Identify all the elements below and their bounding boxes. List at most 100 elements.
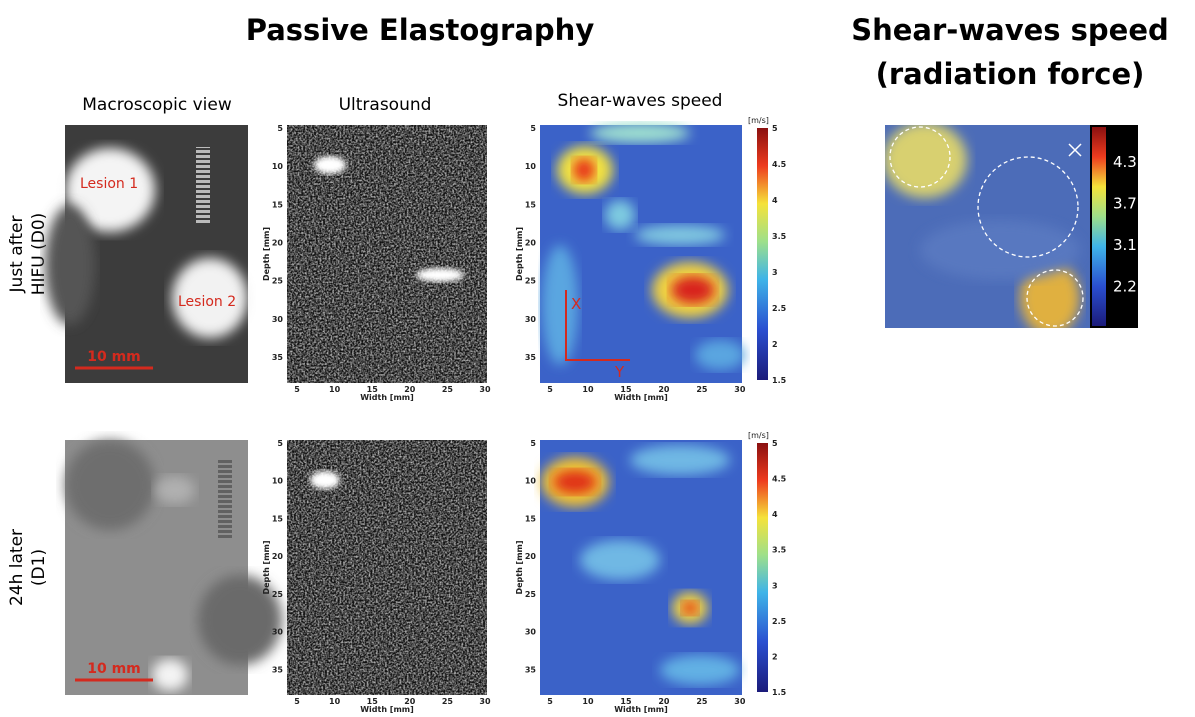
- colorbar-tick: 3: [772, 581, 778, 590]
- right-title: (radiation force): [876, 57, 1145, 91]
- colorbar-tick: 5: [772, 124, 778, 133]
- annotation: X: [571, 295, 581, 313]
- x-tick-label: 5: [547, 385, 553, 394]
- x-tick-label: 10: [329, 385, 341, 394]
- column-header: Shear-waves speed: [558, 91, 723, 111]
- colorbar-tick: 1.5: [772, 688, 787, 697]
- y-axis-label: Depth [mm]: [262, 540, 271, 594]
- colorbar-unit: [m/s]: [748, 431, 769, 440]
- row-label: (D1): [29, 549, 49, 586]
- colorbar: [757, 128, 768, 380]
- x-axis-label: Width [mm]: [360, 393, 414, 402]
- blob: [635, 225, 725, 245]
- y-tick-label: 35: [525, 665, 537, 674]
- y-tick-label: 20: [272, 552, 284, 561]
- colorbar-tick: 3.5: [772, 546, 787, 555]
- figure-title: Passive Elastography: [246, 13, 595, 47]
- blob: [580, 540, 660, 580]
- scale-bar-label: 10 mm: [87, 349, 141, 365]
- colorbar-tick: 4.5: [772, 475, 787, 484]
- blob: [416, 268, 464, 282]
- y-tick-label: 35: [525, 353, 537, 362]
- x-axis-label: Width [mm]: [360, 705, 414, 713]
- annotation: Y: [614, 363, 625, 381]
- blob: [695, 340, 745, 370]
- y-tick-label: 15: [525, 200, 537, 209]
- colorbar-unit: [m/s]: [748, 116, 769, 125]
- colorbar-tick: 3: [772, 268, 778, 277]
- x-tick-label: 15: [620, 697, 632, 706]
- blob: [152, 659, 188, 691]
- x-tick-label: 5: [294, 697, 300, 706]
- y-tick-label: 30: [272, 628, 284, 637]
- x-tick-label: 10: [582, 385, 594, 394]
- blob: [65, 148, 155, 232]
- blob: [885, 125, 967, 198]
- lesion-label: Lesion 1: [80, 176, 138, 192]
- blob: [314, 156, 346, 174]
- colorbar-tick: 2.5: [772, 617, 787, 626]
- colorbar-tick: 1.5: [772, 376, 787, 385]
- y-tick-label: 5: [530, 439, 536, 448]
- row-label: 24h later: [7, 529, 27, 606]
- x-tick-label: 15: [367, 697, 379, 706]
- colorbar-tick: 4: [772, 196, 778, 205]
- y-tick-label: 20: [525, 239, 537, 248]
- blob: [630, 445, 730, 475]
- blob: [573, 158, 595, 182]
- blob: [671, 276, 715, 304]
- y-axis-label: Depth [mm]: [515, 540, 524, 594]
- y-tick-label: 15: [272, 200, 284, 209]
- x-tick-label: 10: [329, 697, 341, 706]
- radiation-colorbar-tick: 2.2: [1113, 278, 1137, 296]
- blob: [198, 575, 282, 665]
- x-tick-label: 15: [620, 385, 632, 394]
- y-tick-label: 25: [272, 277, 284, 286]
- blob: [660, 655, 740, 685]
- y-tick-label: 10: [272, 477, 284, 486]
- radiation-image: [885, 125, 1090, 328]
- y-axis-label: Depth [mm]: [262, 227, 271, 281]
- x-tick-label: 20: [658, 385, 670, 394]
- blob: [45, 205, 95, 325]
- y-tick-label: 20: [525, 552, 537, 561]
- x-tick-label: 20: [404, 385, 416, 394]
- radiation-colorbar: [1092, 127, 1106, 326]
- radiation-colorbar-tick: 4.3: [1113, 153, 1137, 171]
- y-tick-label: 30: [272, 315, 284, 324]
- x-tick-label: 20: [404, 697, 416, 706]
- ruler: [196, 147, 210, 225]
- roi-circle: [1026, 269, 1084, 327]
- x-tick-label: 30: [479, 385, 491, 394]
- colorbar-tick: 2.5: [772, 304, 787, 313]
- blob: [920, 220, 1080, 280]
- ruler: [218, 458, 232, 538]
- y-tick-label: 5: [530, 124, 536, 133]
- colorbar: [757, 443, 768, 692]
- y-tick-label: 20: [272, 239, 284, 248]
- y-tick-label: 25: [525, 590, 537, 599]
- blob: [682, 601, 698, 615]
- x-axis-label: Width [mm]: [614, 393, 668, 402]
- right-title: Shear-waves speed: [851, 13, 1169, 47]
- x-tick-label: 25: [696, 697, 708, 706]
- radiation-colorbar-tick: 3.1: [1113, 236, 1137, 254]
- y-tick-label: 35: [272, 665, 284, 674]
- blob: [1020, 260, 1080, 328]
- y-tick-label: 25: [525, 277, 537, 286]
- y-tick-label: 25: [272, 590, 284, 599]
- blob: [310, 471, 340, 489]
- column-header: Ultrasound: [339, 95, 432, 115]
- colorbar-tick: 2: [772, 652, 778, 661]
- blob: [155, 476, 195, 504]
- radiation-colorbar-tick: 3.7: [1113, 195, 1137, 213]
- blob: [605, 200, 635, 230]
- row-label: HIFU (D0): [29, 213, 49, 296]
- x-tick-label: 25: [696, 385, 708, 394]
- lesion-label: Lesion 2: [178, 294, 236, 310]
- column-header: Macroscopic view: [82, 95, 232, 115]
- row-label: Just after: [7, 216, 27, 294]
- marker: [1068, 143, 1082, 157]
- colorbar-tick: 3.5: [772, 232, 787, 241]
